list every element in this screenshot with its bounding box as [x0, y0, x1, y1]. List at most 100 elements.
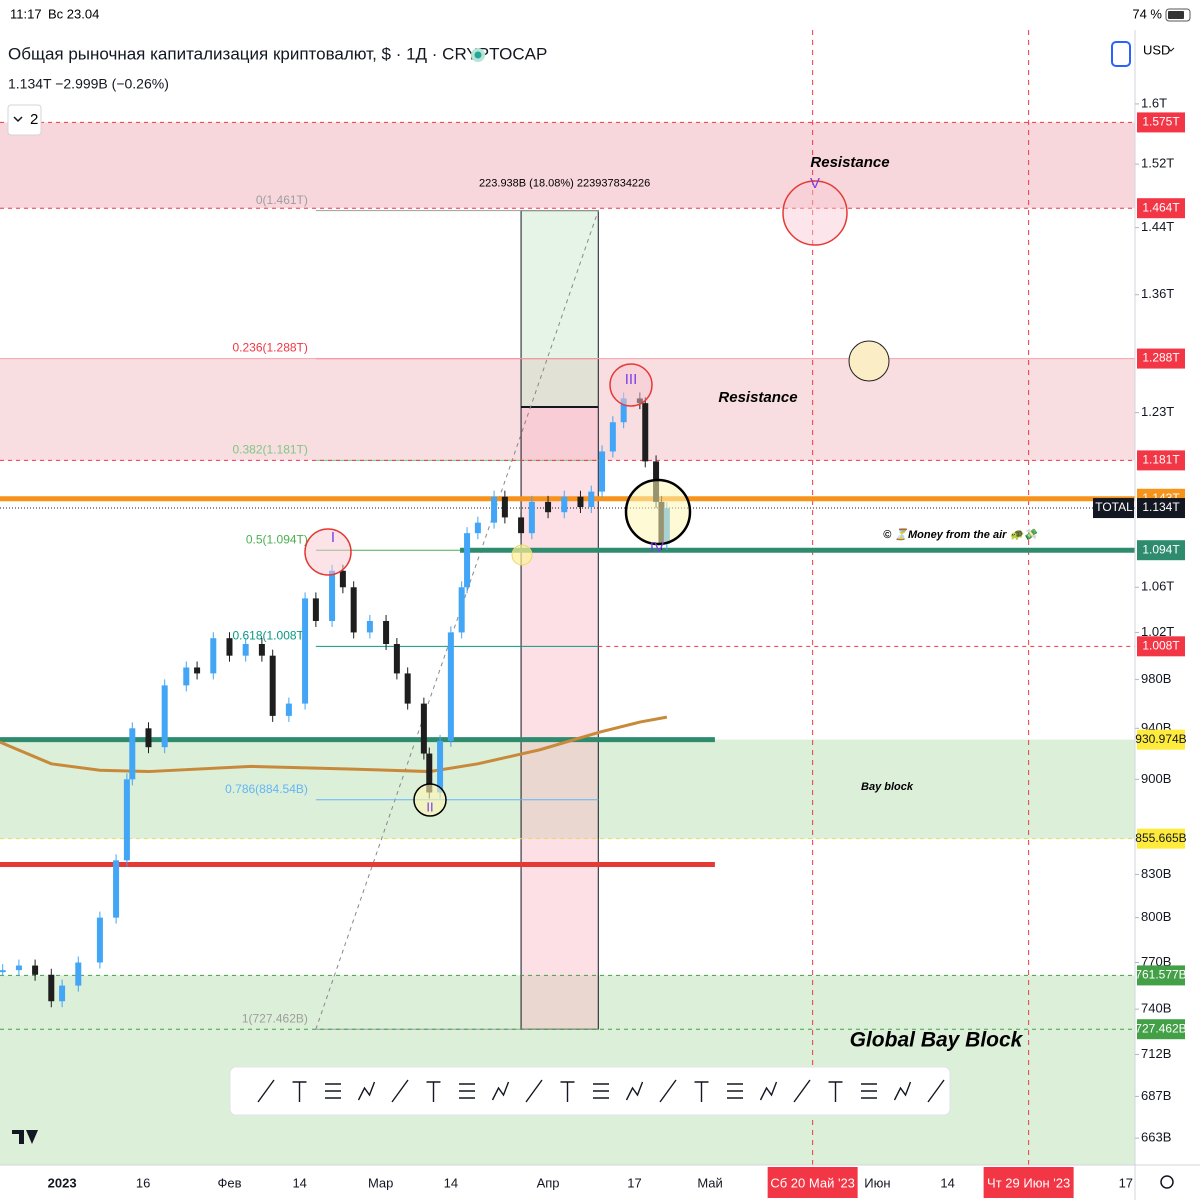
- tool-icon[interactable]: [459, 1083, 475, 1099]
- candle: [437, 740, 444, 793]
- currency[interactable]: USD: [1143, 42, 1170, 57]
- candle: [545, 501, 552, 513]
- price-label: 1.575T: [1142, 115, 1180, 129]
- tool-icon[interactable]: [828, 1081, 843, 1102]
- chevron: [1167, 47, 1175, 52]
- tool-icon[interactable]: [560, 1081, 575, 1102]
- settings-button[interactable]: [1160, 1175, 1174, 1189]
- price-label: 1.008T: [1142, 638, 1180, 652]
- annotation: Bay block: [861, 781, 914, 793]
- price-label-box: [1137, 498, 1185, 519]
- tool-icon[interactable]: [357, 1081, 376, 1101]
- candle: [577, 496, 584, 508]
- candle: [123, 779, 130, 861]
- indicator-count[interactable]: 2: [30, 111, 38, 128]
- y-tick-label: 687B: [1141, 1088, 1171, 1103]
- candle: [129, 728, 136, 780]
- x-tick-label: Апр: [537, 1175, 560, 1190]
- tool-icon[interactable]: [694, 1081, 709, 1102]
- price-label-box: [1137, 198, 1185, 219]
- price-label: 727.462B: [1135, 1021, 1186, 1035]
- tool-icon[interactable]: [325, 1083, 341, 1099]
- candle: [312, 598, 319, 621]
- candle: [183, 667, 190, 686]
- price-label: 1.464T: [1142, 200, 1180, 214]
- candle: [426, 753, 433, 793]
- chart-subtitle: 1.134T −2.999B (−0.26%): [8, 76, 169, 92]
- candle: [620, 398, 627, 423]
- candle: [48, 974, 55, 1002]
- price-label: 761.577B: [1135, 968, 1186, 982]
- x-tick-label: Фев: [217, 1175, 241, 1190]
- zone: [0, 358, 1135, 461]
- tool-icon[interactable]: [861, 1083, 877, 1099]
- annotation: Resistance: [718, 389, 797, 406]
- y-tick-label: 800B: [1141, 909, 1171, 924]
- fib-label: 0.786(884.54B): [225, 782, 308, 796]
- tool-icon[interactable]: [593, 1083, 609, 1099]
- candle: [226, 638, 233, 656]
- y-tick-label: 1.23T: [1141, 404, 1174, 419]
- wave-circle: [304, 528, 352, 576]
- candle: [75, 962, 82, 986]
- candle: [15, 965, 22, 971]
- fib-label: 0.236(1.288T): [232, 341, 307, 355]
- price-label: 1.181T: [1142, 453, 1180, 467]
- x-tick-label: Мар: [368, 1175, 393, 1190]
- wave-label: IV: [650, 539, 664, 556]
- tool-icon[interactable]: [292, 1081, 307, 1102]
- x-tick-label: 17: [1119, 1175, 1133, 1190]
- wave-circle: [413, 783, 447, 817]
- y-tick-label: 740B: [1141, 1001, 1171, 1016]
- price-label-box: [1137, 636, 1185, 657]
- battery-icon: [1165, 8, 1191, 22]
- target-circle: [511, 544, 533, 566]
- tool-icon[interactable]: [625, 1081, 644, 1101]
- trend-line: [315, 210, 599, 1030]
- candle: [501, 496, 508, 518]
- candle: [588, 491, 595, 508]
- x-tick-label: Июн: [864, 1175, 890, 1190]
- x-tick-label: Чт 29 Июн '23: [987, 1175, 1070, 1190]
- price-label: 855.665B: [1135, 831, 1186, 845]
- tool-icon[interactable]: [491, 1081, 510, 1101]
- wave-label: II: [426, 799, 433, 814]
- zone: [0, 739, 1135, 839]
- tool-icon[interactable]: [793, 1079, 811, 1103]
- candle: [161, 685, 168, 748]
- date-highlight: [983, 1167, 1074, 1198]
- chart-title: Общая рыночная капитализация криптовалют…: [8, 44, 547, 63]
- candle: [491, 496, 498, 523]
- fullscreen-button[interactable]: [1111, 41, 1131, 67]
- tool-icon[interactable]: [525, 1079, 543, 1103]
- drawing-toolbar: [229, 1066, 951, 1116]
- candle: [242, 643, 249, 656]
- tool-icon[interactable]: [391, 1079, 409, 1103]
- tool-icon[interactable]: [893, 1081, 912, 1101]
- tool-icon[interactable]: [426, 1081, 441, 1102]
- measure-label: 223.938B (18.08%) 223937834226: [479, 178, 650, 190]
- annotation: Global Bay Block: [850, 1029, 1024, 1052]
- y-tick-label: 663B: [1141, 1130, 1171, 1145]
- y-tick-label: 830B: [1141, 866, 1171, 881]
- y-tick-label: 1.02T: [1141, 624, 1174, 639]
- date-highlight: [767, 1167, 858, 1198]
- status-time: 11:17: [10, 6, 42, 21]
- candle: [420, 703, 427, 754]
- candle: [32, 965, 39, 975]
- y-tick-label: 980B: [1141, 671, 1171, 686]
- price-label-box: [1137, 965, 1185, 986]
- price-label-box: [1137, 1019, 1185, 1040]
- tool-icon[interactable]: [759, 1081, 778, 1101]
- price-label-box: [1137, 450, 1185, 471]
- y-tick-label: 1.44T: [1141, 219, 1174, 234]
- annotation: Resistance: [810, 154, 889, 171]
- wave-label: III: [625, 371, 638, 388]
- tool-icon[interactable]: [927, 1079, 945, 1103]
- indicator-toggle[interactable]: [7, 104, 42, 136]
- tool-icon[interactable]: [659, 1079, 677, 1103]
- fib-label: 1(727.462B): [242, 1011, 308, 1025]
- x-tick-label: 16: [136, 1175, 150, 1190]
- tool-icon[interactable]: [727, 1083, 743, 1099]
- tool-icon[interactable]: [257, 1079, 275, 1103]
